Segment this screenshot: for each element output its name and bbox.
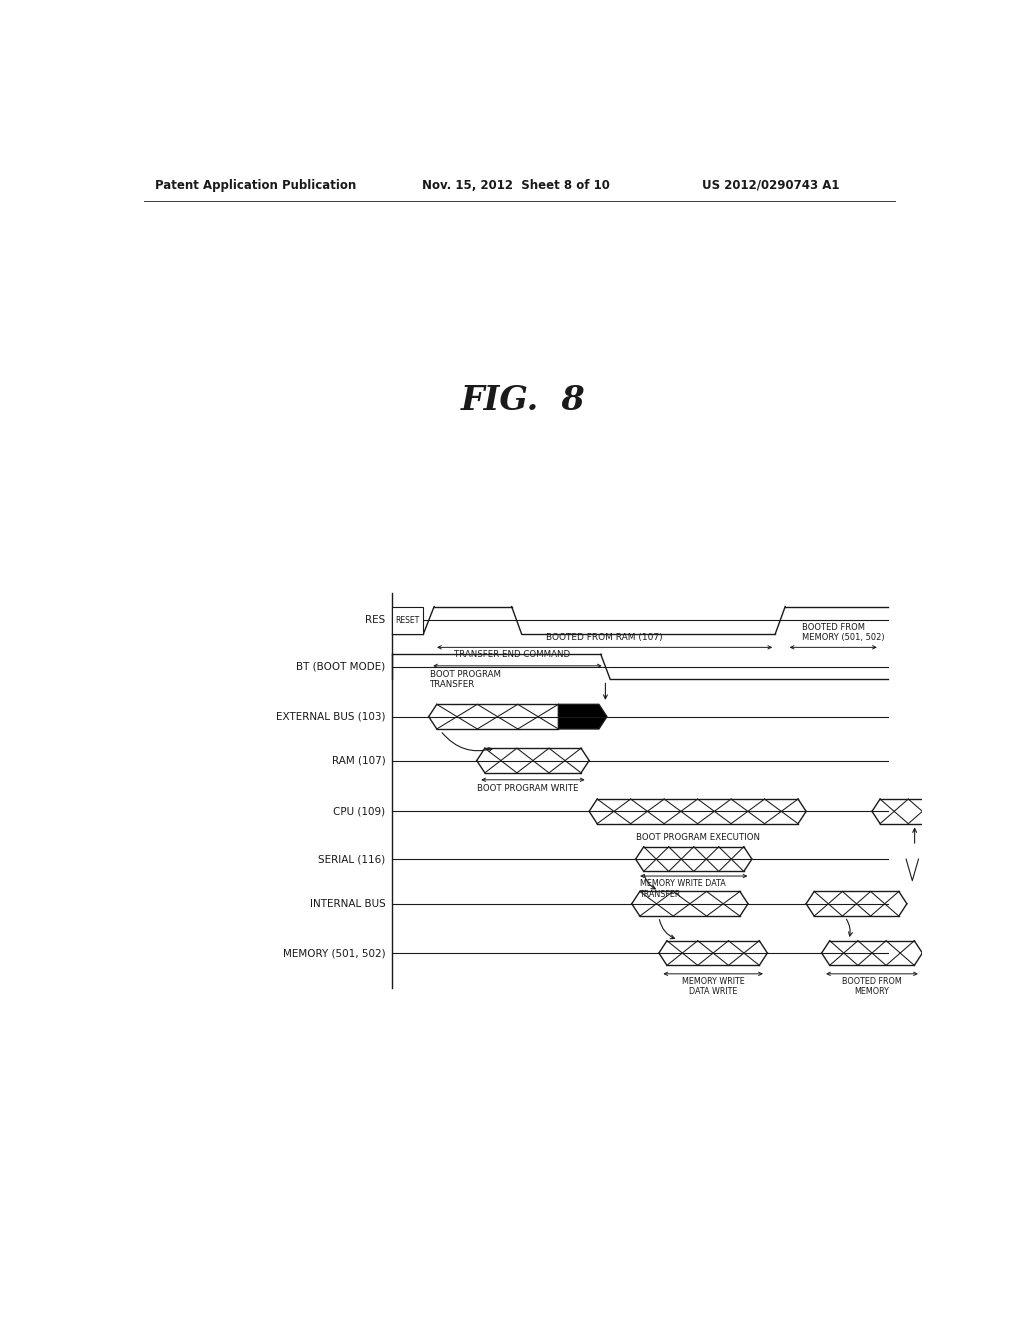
Text: Patent Application Publication: Patent Application Publication xyxy=(155,178,356,191)
Text: BOOT PROGRAM
TRANSFER: BOOT PROGRAM TRANSFER xyxy=(430,669,502,689)
Text: BT (BOOT MODE): BT (BOOT MODE) xyxy=(296,661,385,672)
Text: TRANSFER END COMMAND: TRANSFER END COMMAND xyxy=(454,649,569,659)
Text: US 2012/0290743 A1: US 2012/0290743 A1 xyxy=(701,178,839,191)
Text: BOOT PROGRAM WRITE: BOOT PROGRAM WRITE xyxy=(477,784,579,792)
Text: MEMORY WRITE DATA
TRANSFER: MEMORY WRITE DATA TRANSFER xyxy=(640,879,725,899)
Text: BOOTED FROM
MEMORY: BOOTED FROM MEMORY xyxy=(842,977,902,997)
Text: CPU (109): CPU (109) xyxy=(333,807,385,816)
Text: MEMORY WRITE
DATA WRITE: MEMORY WRITE DATA WRITE xyxy=(682,977,744,997)
Text: SERIAL (116): SERIAL (116) xyxy=(318,854,385,865)
Text: EXTERNAL BUS (103): EXTERNAL BUS (103) xyxy=(275,711,385,722)
Text: FIG.  8: FIG. 8 xyxy=(461,384,586,417)
Polygon shape xyxy=(558,705,607,729)
Text: MEMORY (501, 502): MEMORY (501, 502) xyxy=(283,948,385,958)
Text: Nov. 15, 2012  Sheet 8 of 10: Nov. 15, 2012 Sheet 8 of 10 xyxy=(423,178,610,191)
Text: RAM (107): RAM (107) xyxy=(332,755,385,766)
Text: BOOT PROGRAM EXECUTION: BOOT PROGRAM EXECUTION xyxy=(636,833,760,842)
Text: BOOTED FROM RAM (107): BOOTED FROM RAM (107) xyxy=(547,634,663,642)
Text: BOOTED FROM
MEMORY (501, 502): BOOTED FROM MEMORY (501, 502) xyxy=(802,623,885,642)
Text: INTERNAL BUS: INTERNAL BUS xyxy=(309,899,385,908)
Text: RESET: RESET xyxy=(395,616,420,624)
Text: RES: RES xyxy=(365,615,385,626)
FancyBboxPatch shape xyxy=(392,607,423,635)
